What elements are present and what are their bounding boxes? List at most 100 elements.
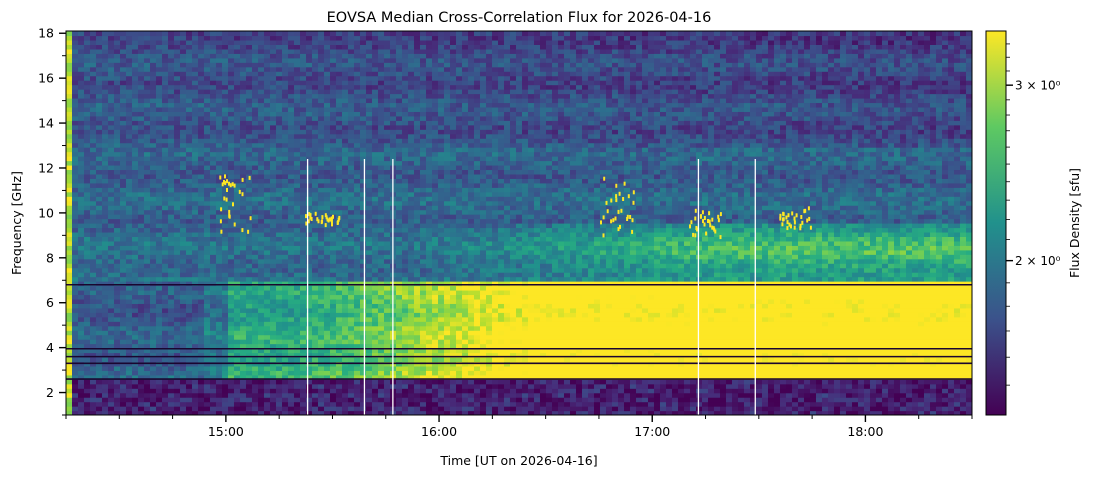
heatmap-cell	[180, 66, 187, 72]
heatmap-cell	[150, 178, 157, 184]
heatmap-cell	[306, 267, 313, 273]
heatmap-cell	[342, 307, 349, 313]
heatmap-cell	[234, 111, 241, 117]
heatmap-cell	[294, 187, 301, 193]
heatmap-cell	[162, 129, 169, 135]
heatmap-cell	[402, 321, 409, 327]
heatmap-cell	[132, 272, 139, 278]
heatmap-cell	[120, 401, 127, 407]
heatmap-cell	[66, 276, 73, 282]
heatmap-cell	[378, 124, 385, 130]
heatmap-cell	[294, 97, 301, 104]
heatmap-cell	[390, 142, 397, 148]
heatmap-cell	[372, 325, 379, 331]
heatmap-cell	[264, 330, 271, 336]
heatmap-cell	[288, 325, 295, 331]
heatmap-cell	[252, 97, 259, 104]
heatmap-cell	[282, 133, 289, 139]
heatmap-cell	[102, 245, 109, 251]
heatmap-cell	[138, 182, 145, 188]
heatmap-cell	[102, 401, 109, 407]
heatmap-cell	[384, 196, 391, 202]
heatmap-cell	[258, 169, 265, 175]
heatmap-cell	[300, 410, 307, 415]
heatmap-cell	[402, 120, 409, 126]
heatmap-cell	[126, 106, 133, 112]
heatmap-cell	[378, 307, 385, 313]
heatmap-cell	[336, 312, 343, 318]
heatmap-cell	[372, 187, 379, 193]
heatmap-cell	[186, 75, 193, 81]
heatmap-cell	[186, 276, 193, 282]
heatmap-cell	[378, 39, 385, 45]
heatmap-cell	[234, 352, 241, 358]
heatmap-cell	[90, 334, 97, 340]
heatmap-cell	[330, 111, 337, 117]
heatmap-cell	[342, 80, 349, 86]
heatmap-cell	[366, 227, 373, 233]
heatmap-cell	[354, 129, 361, 135]
heatmap-cell	[210, 365, 217, 371]
heatmap-cell	[300, 31, 307, 37]
heatmap-cell	[264, 406, 271, 412]
heatmap-cell	[348, 89, 355, 95]
heatmap-cell	[72, 173, 79, 179]
heatmap-cell	[402, 178, 409, 184]
heatmap-cell	[198, 272, 205, 278]
heatmap-cell	[72, 245, 79, 251]
heatmap-cell	[108, 173, 115, 179]
heatmap-cell	[252, 388, 259, 394]
heatmap-cell	[126, 178, 133, 184]
heatmap-cell	[348, 365, 355, 371]
heatmap-cell	[222, 388, 229, 394]
heatmap-cell	[402, 352, 409, 358]
heatmap-cell	[174, 191, 181, 197]
heatmap-cell	[126, 147, 133, 153]
heatmap-cell	[90, 312, 97, 318]
heatmap-cell	[372, 115, 379, 121]
heatmap-cell	[312, 356, 319, 363]
heatmap-cell	[138, 97, 145, 104]
heatmap-cell	[396, 115, 403, 121]
heatmap-cell	[336, 57, 343, 63]
heatmap-cell	[234, 187, 241, 193]
heatmap-cell	[234, 303, 241, 309]
heatmap-cell	[240, 325, 247, 331]
heatmap-cell	[342, 227, 349, 233]
heatmap-cell	[354, 240, 361, 246]
heatmap-cell	[306, 392, 313, 398]
heatmap-cell	[186, 39, 193, 45]
heatmap-cell	[330, 66, 337, 72]
heatmap-cell	[234, 343, 241, 349]
heatmap-cell	[228, 254, 235, 260]
heatmap-cell	[198, 365, 205, 371]
heatmap-cell	[354, 258, 361, 264]
heatmap-cell	[198, 294, 205, 300]
heatmap-cell	[396, 80, 403, 86]
heatmap-cell	[216, 379, 223, 385]
heatmap-cell	[258, 334, 265, 340]
heatmap-cell	[144, 48, 151, 54]
heatmap-cell	[234, 365, 241, 371]
heatmap-cell	[312, 75, 319, 81]
heatmap-cell	[330, 245, 337, 251]
heatmap-cell	[198, 325, 205, 331]
heatmap-cell	[228, 370, 235, 376]
heatmap-cell	[306, 138, 313, 144]
heatmap-cell	[198, 191, 205, 197]
heatmap-cell	[66, 39, 73, 45]
heatmap-cell	[396, 294, 403, 300]
heatmap-cell	[288, 93, 295, 99]
heatmap-cell	[408, 164, 415, 171]
heatmap-cell	[294, 325, 301, 331]
heatmap-cell	[276, 129, 283, 135]
heatmap-cell	[396, 276, 403, 282]
heatmap-cell	[246, 31, 253, 37]
heatmap-cell	[270, 312, 277, 318]
heatmap-cell	[342, 276, 349, 282]
heatmap-cell	[108, 120, 115, 126]
heatmap-cell	[288, 356, 295, 363]
heatmap-cell	[120, 388, 127, 394]
heatmap-cell	[324, 160, 331, 166]
heatmap-cell	[120, 276, 127, 282]
